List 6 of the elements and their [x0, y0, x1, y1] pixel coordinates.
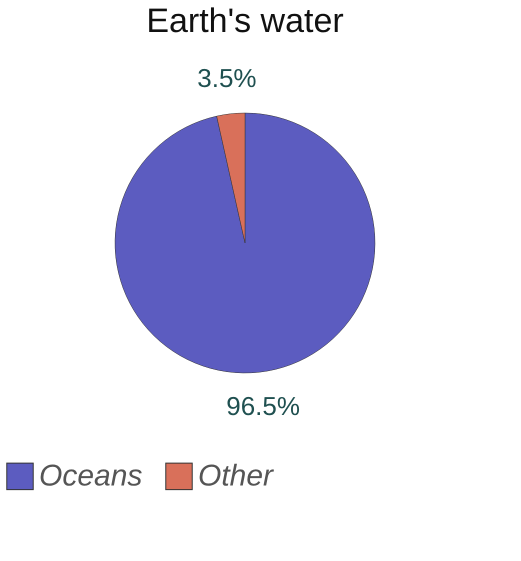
chart-title: Earth's water — [146, 2, 344, 40]
legend-label: Oceans — [39, 459, 142, 492]
legend-label: Other — [198, 459, 274, 492]
data-label: 3.5% — [197, 62, 257, 93]
pie-slice — [114, 112, 376, 374]
data-label: 96.5% — [226, 391, 300, 422]
